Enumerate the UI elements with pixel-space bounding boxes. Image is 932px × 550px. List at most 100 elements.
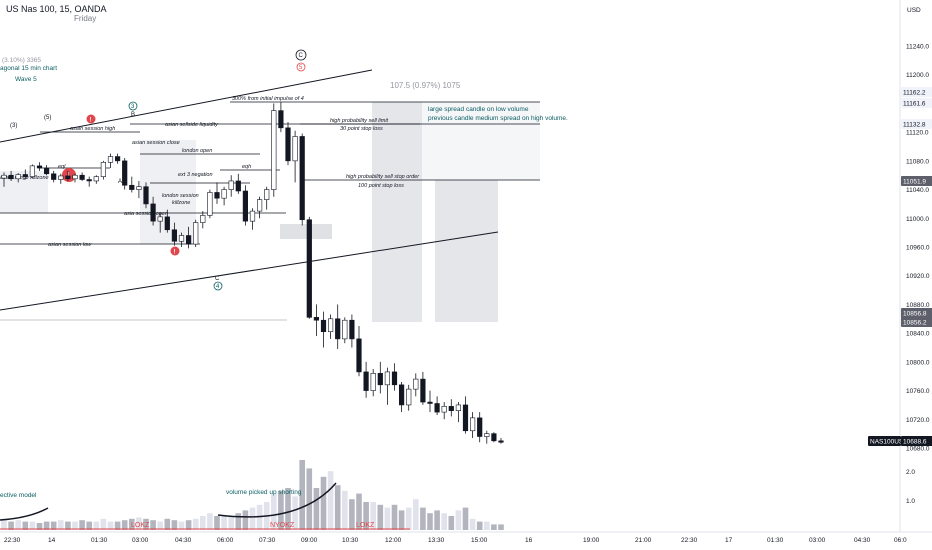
candle: [477, 412, 483, 443]
candle: [221, 186, 227, 206]
volume-bar: [185, 520, 192, 530]
ext3-label: ext 3 negation: [178, 172, 213, 178]
nyokz-label: NYOKZ: [270, 522, 295, 529]
price-axis[interactable]: 11240.011200.011160.011120.011080.011040…: [906, 44, 930, 506]
price-badge: 11161.6: [901, 98, 932, 108]
svg-text:11161.6: 11161.6: [903, 101, 926, 108]
volume-bar: [58, 520, 64, 530]
candle: [242, 185, 249, 226]
stop30-label: 30 point stop loss: [340, 126, 383, 132]
wave-c-low: C: [215, 276, 220, 282]
lokz-label-1: LOKZ: [131, 522, 150, 529]
volume-bar: [391, 504, 398, 530]
candle: [171, 222, 178, 246]
volume-bar: [107, 521, 114, 530]
candle: [79, 172, 85, 181]
candle: [299, 133, 305, 226]
wave-5: 5: [299, 65, 303, 71]
svg-text:NAS100USD: NAS100USD: [870, 439, 908, 446]
price-tick-label: 10960.0: [906, 245, 930, 252]
asian-close-label: asian session close: [132, 140, 180, 146]
volume-bar: [370, 502, 376, 530]
candle: [200, 211, 206, 229]
volume-bar: [356, 493, 362, 530]
note-line-1: large spread candle on low volume: [428, 106, 529, 113]
volume-bar: [405, 507, 412, 530]
symbol-title[interactable]: US Nas 100, 15, OANDA: [6, 4, 107, 14]
time-tick-label: 19:00: [583, 537, 600, 544]
volume-bar: [249, 507, 256, 530]
channel-lower-line[interactable]: [0, 231, 499, 311]
candle: [420, 371, 426, 405]
candle: [65, 170, 71, 181]
price-tick-label: 11240.0: [906, 44, 929, 51]
candle: [363, 361, 369, 398]
volume-bar: [377, 504, 384, 530]
price-badge: 10688.6: [901, 436, 932, 446]
price-tick-label: 10800.0: [906, 359, 930, 366]
price-badge: NAS100USD: [868, 436, 908, 446]
sell-zone-1: [372, 102, 422, 322]
asian-high-label: asain session high: [70, 126, 115, 132]
sell-stop-label: high probability sell stop order: [346, 174, 420, 180]
volume-bar: [306, 468, 313, 530]
svg-text:!: !: [174, 250, 176, 256]
volume-bar: [221, 516, 227, 530]
candle: [207, 189, 213, 219]
price-tick-label: 11040.0: [906, 187, 929, 194]
price-tick-label: 10760.0: [906, 388, 930, 395]
time-tick-label: 13:30: [428, 537, 445, 544]
volume-tick-label: 1.0: [906, 498, 915, 505]
time-axis[interactable]: 22:30 14 01:30 03:00 04:30 06:00 07:30 09:00 10:…: [4, 537, 907, 544]
time-tick-label: 04:30: [175, 537, 192, 544]
volume-bar: [498, 524, 504, 530]
wave-a: A: [118, 179, 122, 185]
candle: [285, 122, 291, 166]
london-killzone-label-2: killzone: [172, 200, 190, 206]
channel-upper-line[interactable]: [0, 69, 373, 143]
time-tick-label: 17: [725, 537, 733, 544]
svg-text:!: !: [67, 171, 70, 180]
candle: [51, 170, 57, 183]
candle: [15, 173, 21, 183]
volume-bar: [1, 518, 7, 530]
price-tick-label: 10920.0: [906, 273, 930, 280]
chart-header: US Nas 100, 15, OANDA Friday: [6, 4, 107, 23]
alert-marker[interactable]: !: [170, 246, 180, 256]
volume-bar: [121, 520, 128, 530]
volume-left-label: ective model: [0, 492, 37, 499]
candle: [469, 412, 476, 438]
candle: [100, 160, 106, 180]
volume-bar: [256, 504, 263, 530]
volume-bar: [157, 521, 163, 530]
candle: [157, 212, 163, 233]
wave-4-circle: [213, 281, 223, 291]
candle: [36, 162, 43, 171]
price-tick-label: 11080.0: [906, 158, 929, 165]
volume-bar: [484, 521, 490, 530]
volume-bar: [278, 490, 284, 530]
svg-text:10856.2: 10856.2: [903, 320, 927, 327]
alert-marker[interactable]: !: [86, 114, 96, 124]
time-tick-label: 01:30: [91, 537, 108, 544]
candle: [356, 325, 362, 377]
volume-bar: [200, 516, 206, 530]
time-tick-label: 22:30: [681, 537, 698, 544]
volume-bar: [363, 502, 369, 530]
volume-bar: [455, 510, 462, 530]
candle: [143, 182, 149, 209]
time-tick-label: 22:30: [4, 537, 21, 544]
measure-label: 107.5 (0.97%) 1075: [390, 81, 461, 90]
wave-b: B: [131, 112, 135, 118]
candle: [349, 314, 355, 348]
price-tick-label: 10680.0: [906, 446, 930, 453]
volume-bar: [100, 518, 107, 530]
price-badge: 10856.2: [901, 317, 932, 327]
volume-bar: [448, 516, 455, 530]
wave-3-circle: [128, 101, 138, 111]
sell-limit-label: high probability sell limit: [330, 118, 389, 124]
time-tick-label: 06:0: [894, 537, 907, 544]
svg-text:11162.2: 11162.2: [903, 90, 926, 97]
time-tick-label: 21:00: [635, 537, 652, 544]
